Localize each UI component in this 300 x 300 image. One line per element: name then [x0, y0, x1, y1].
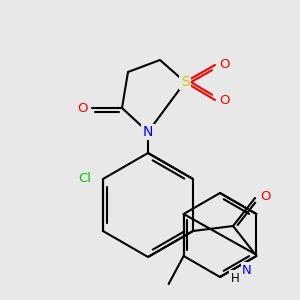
- Text: O: O: [220, 94, 230, 106]
- Text: S: S: [181, 75, 189, 89]
- Text: H: H: [231, 272, 239, 284]
- Text: O: O: [77, 101, 87, 115]
- Text: Cl: Cl: [79, 172, 92, 185]
- Text: O: O: [220, 58, 230, 71]
- Text: N: N: [143, 125, 153, 139]
- Text: N: N: [242, 263, 252, 277]
- Text: O: O: [260, 190, 270, 202]
